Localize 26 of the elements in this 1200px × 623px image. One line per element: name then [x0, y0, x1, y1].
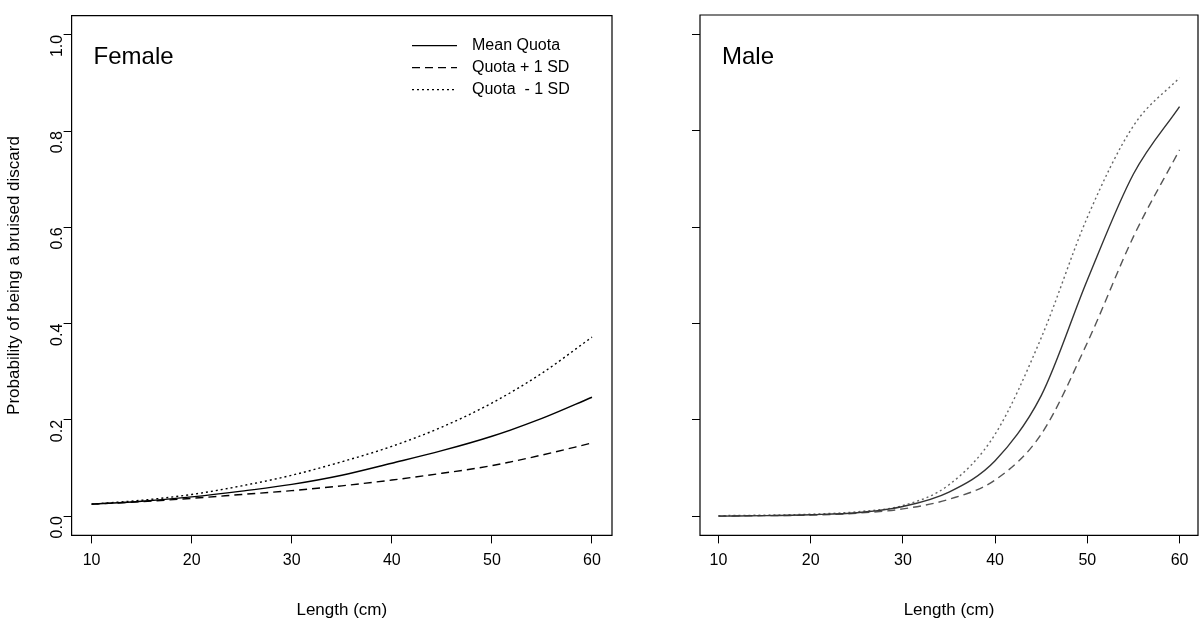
- annotation: Male: [722, 41, 775, 69]
- x-tick-label: 40: [986, 551, 1005, 569]
- x-tick-label: 10: [82, 551, 101, 569]
- y-tick-label: 0.6: [48, 227, 66, 250]
- legend-label: Mean Quota: [472, 36, 561, 54]
- y-axis-title: Probability of being a bruised discard: [3, 136, 23, 415]
- y-tick-label: 0.4: [48, 323, 66, 346]
- y-tick-label: 0.2: [48, 419, 66, 443]
- x-axis-title: Length (cm): [296, 600, 388, 620]
- annotation: Female: [93, 42, 174, 70]
- x-tick-label: 60: [583, 551, 601, 569]
- x-tick-label: 20: [801, 551, 820, 569]
- legend-label: Quota + 1 SD: [472, 58, 570, 76]
- x-tick-label: 30: [893, 551, 912, 569]
- x-tick-label: 10: [709, 551, 728, 569]
- x-tick-label: 50: [1078, 551, 1097, 569]
- y-tick-label: 1.0: [48, 34, 66, 58]
- x-tick-label: 60: [1170, 551, 1189, 569]
- legend-label: Quota - 1 SD: [472, 80, 570, 98]
- x-tick-label: 30: [282, 551, 301, 569]
- x-tick-label: 40: [382, 551, 401, 569]
- x-tick-label: 50: [483, 551, 501, 569]
- y-tick-label: 0.8: [48, 131, 66, 154]
- y-tick-label: 0.0: [48, 516, 66, 539]
- x-tick-label: 20: [182, 551, 201, 569]
- x-axis-title: Length (cm): [903, 600, 995, 620]
